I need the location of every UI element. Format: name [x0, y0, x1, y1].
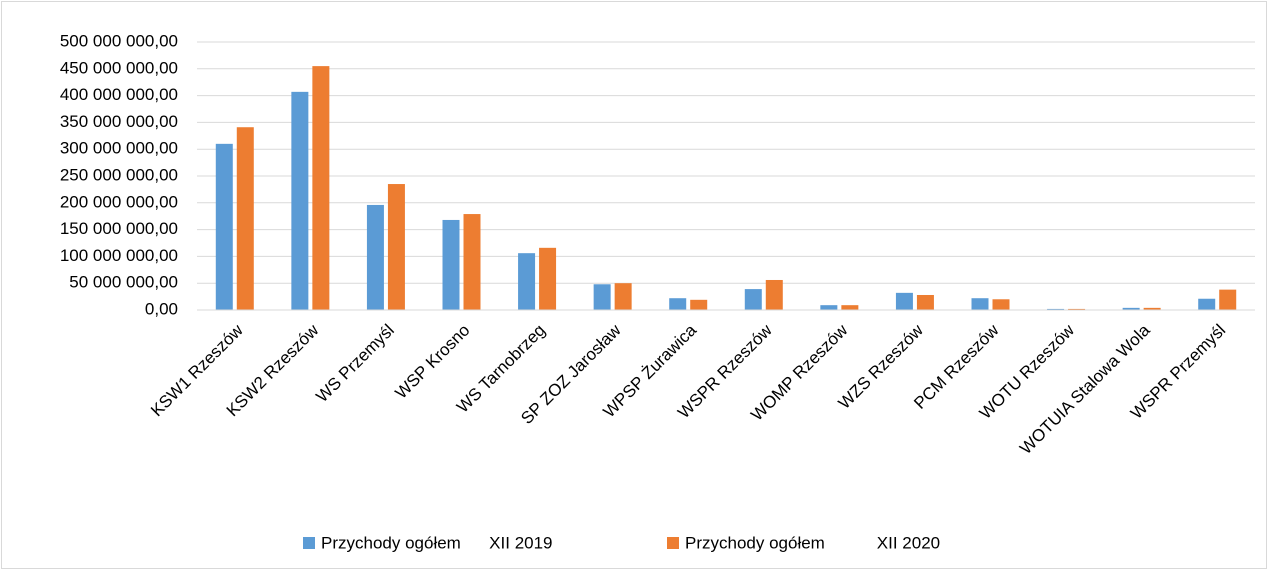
y-tick-label: 150 000 000,00	[60, 219, 178, 238]
y-tick-label: 0,00	[145, 299, 178, 318]
bar	[1047, 308, 1065, 310]
bar	[1143, 307, 1161, 310]
bar	[215, 143, 233, 310]
bar	[992, 299, 1010, 310]
bar	[463, 214, 481, 310]
y-tick-label: 350 000 000,00	[60, 112, 178, 131]
bar	[236, 127, 254, 310]
bar	[614, 283, 632, 310]
bar	[1198, 298, 1216, 310]
bar	[518, 253, 536, 310]
bar	[366, 204, 384, 310]
y-tick-label: 50 000 000,00	[69, 273, 178, 292]
y-tick-label: 100 000 000,00	[60, 246, 178, 265]
bar	[593, 284, 611, 310]
y-tick-label: 450 000 000,00	[60, 58, 178, 77]
y-tick-label: 400 000 000,00	[60, 85, 178, 104]
y-tick-label: 500 000 000,00	[60, 31, 178, 50]
bar	[744, 289, 762, 310]
bar	[841, 305, 859, 310]
bar	[669, 298, 687, 310]
y-tick-label: 250 000 000,00	[60, 165, 178, 184]
bar	[1219, 289, 1237, 310]
legend-swatch	[303, 537, 315, 549]
bar	[387, 184, 405, 310]
bar	[690, 299, 708, 310]
bar	[895, 292, 913, 310]
bar	[1122, 307, 1140, 310]
bar	[820, 305, 838, 310]
legend-swatch	[667, 537, 679, 549]
y-tick-label: 300 000 000,00	[60, 139, 178, 158]
y-tick-label: 200 000 000,00	[60, 192, 178, 211]
bar	[971, 298, 989, 310]
bar	[291, 91, 309, 311]
bar	[539, 247, 557, 310]
bar	[916, 294, 934, 310]
bar	[1068, 308, 1086, 310]
bar	[442, 219, 460, 310]
legend-label: Przychody ogółem XII 2020	[685, 533, 940, 552]
bar	[312, 66, 330, 311]
legend-label: Przychody ogółem XII 2019	[321, 533, 553, 552]
bar	[765, 279, 783, 310]
